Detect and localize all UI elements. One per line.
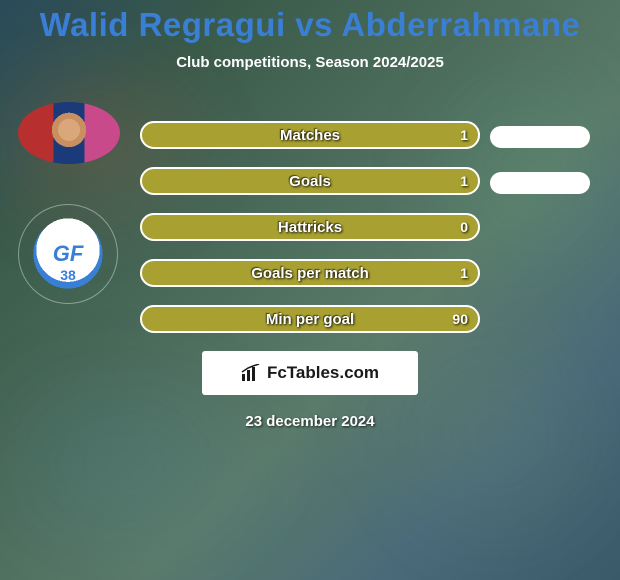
bar-value: 1 <box>460 173 468 189</box>
bar-label: Min per goal <box>140 311 480 328</box>
stat-bar: Hattricks0 <box>140 213 480 241</box>
chart-icon <box>241 364 261 382</box>
bar-label: Hattricks <box>140 219 480 236</box>
avatars <box>8 102 120 344</box>
bar-label: Goals <box>140 173 480 190</box>
date-text: 23 december 2024 <box>0 413 620 430</box>
player2-avatar <box>18 204 118 304</box>
blank-pill <box>490 126 590 148</box>
comparison-card: Walid Regragui vs Abderrahmane Club comp… <box>0 0 620 430</box>
title-text: Walid Regragui vs Abderrahmane <box>40 6 581 43</box>
stat-bar: Goals1 <box>140 167 480 195</box>
player1-avatar <box>18 102 120 164</box>
stat-bar: Matches1 <box>140 121 480 149</box>
bar-value: 90 <box>452 311 468 327</box>
right-pills <box>490 126 590 224</box>
bar-value: 1 <box>460 265 468 281</box>
bar-label: Goals per match <box>140 265 480 282</box>
brand-text: FcTables.com <box>267 363 379 383</box>
stat-bar: Goals per match1 <box>140 259 480 287</box>
stat-bars: Matches1Goals1Hattricks0Goals per match1… <box>140 121 480 333</box>
stat-bar: Min per goal90 <box>140 305 480 333</box>
brand-badge[interactable]: FcTables.com <box>202 351 418 395</box>
subtitle: Club competitions, Season 2024/2025 <box>0 54 620 71</box>
bar-label: Matches <box>140 127 480 144</box>
blank-pill <box>490 172 590 194</box>
bar-value: 1 <box>460 127 468 143</box>
page-title: Walid Regragui vs Abderrahmane <box>0 6 620 44</box>
bar-value: 0 <box>460 219 468 235</box>
